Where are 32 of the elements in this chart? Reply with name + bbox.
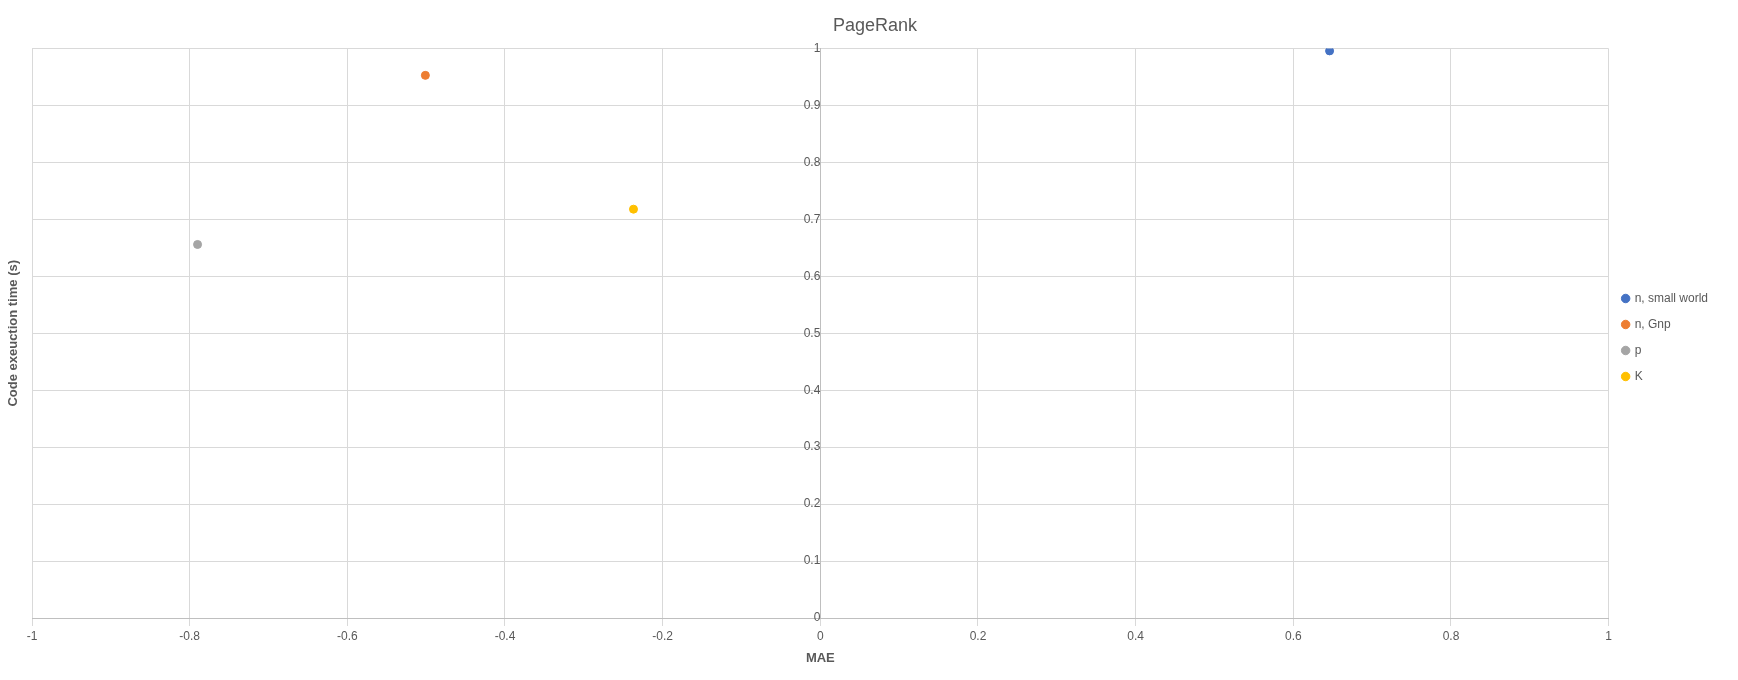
x-tick-label: 0.2 [969, 628, 987, 643]
x-tick-label: 0.6 [1284, 628, 1302, 643]
y-tick-label: 0.6 [803, 268, 821, 283]
x-tick-label: 0.4 [1127, 628, 1145, 643]
x-tick-label: -0.4 [494, 628, 516, 643]
x-tick-label: -0.2 [652, 628, 674, 643]
y-tick-label: 0.3 [803, 439, 821, 454]
y-tick-label: 0.2 [803, 496, 821, 511]
point [628, 204, 638, 214]
point [193, 239, 203, 249]
legend-label: n, Gnp [1634, 316, 1671, 331]
x-tick-label: 0.8 [1442, 628, 1460, 643]
y-tick-label: 0.5 [803, 325, 821, 340]
x-axis-title: MAE [805, 649, 836, 665]
y-tick-label: 0 [813, 610, 821, 625]
point [1325, 48, 1335, 56]
y-axis-title: Code exeuction time (s) [5, 259, 21, 407]
y-tick-label: 0.4 [803, 382, 821, 397]
x-tick-label: -1 [26, 628, 38, 643]
y-tick-label: 0.9 [803, 97, 821, 112]
y-tick-label: 0.7 [803, 211, 821, 226]
legend-label: p [1634, 342, 1642, 357]
x-tick-label: -0.8 [179, 628, 201, 643]
legend-label: n, small world [1634, 290, 1709, 305]
y-tick-label: 1 [813, 40, 821, 55]
y-tick-label: 0.1 [803, 553, 821, 568]
x-tick-label: -0.6 [336, 628, 358, 643]
y-tick-label: 0.8 [803, 154, 821, 169]
chart-title: PageRank [832, 14, 919, 35]
legend-label: K [1634, 368, 1643, 383]
point [420, 70, 430, 80]
x-tick-label: 1 [1605, 628, 1613, 643]
